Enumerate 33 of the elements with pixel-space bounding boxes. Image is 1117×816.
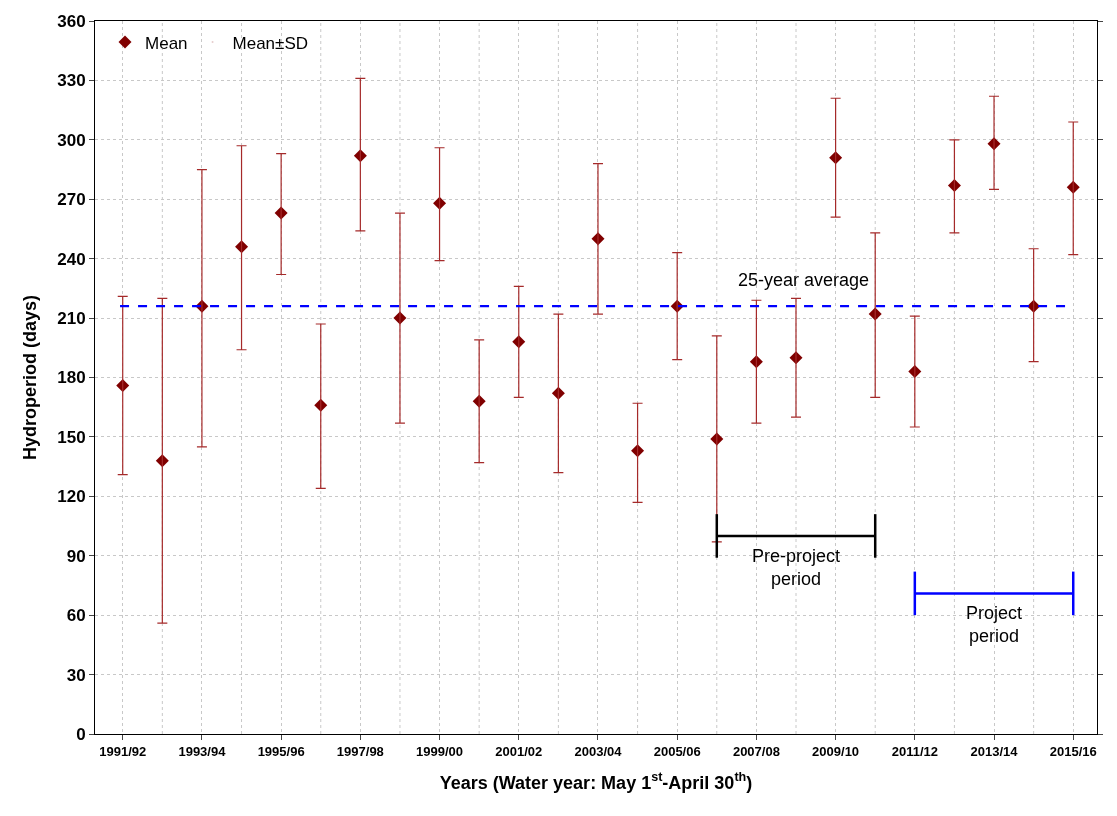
y-tick-label: 90 (66, 546, 86, 566)
x-tick-label: 2007/08 (732, 743, 780, 759)
legend-label: Pre-project period (752, 546, 841, 590)
y-tick-label: 120 (57, 487, 86, 507)
x-tick-label: 1997/98 (336, 743, 384, 759)
y-tick-label: 210 (57, 309, 86, 329)
series-label: Project period (966, 603, 1023, 647)
y-tick-label: 30 (66, 665, 86, 685)
y-tick-label: 0 (76, 724, 86, 744)
annotation: Mean±SD (232, 33, 309, 53)
x-tick-label: 1999/00 (416, 743, 464, 759)
y-tick-label: 240 (57, 249, 86, 269)
x-tick-label: 2015/16 (1049, 743, 1097, 759)
x-tick-label: 2003/04 (574, 743, 623, 759)
x-tick-label: 2005/06 (653, 743, 701, 759)
x-tick-label: 1993/94 (178, 743, 227, 759)
x-tick-label: 2001/02 (495, 743, 543, 759)
x-tick-label: 1995/96 (257, 743, 305, 759)
ref-line-label: 25-year average (738, 270, 870, 290)
legend-label: Mean (145, 33, 188, 53)
x-tick-label: 1991/92 (99, 743, 147, 759)
y-tick-label: 300 (57, 130, 86, 150)
x-tick-label: 2013/14 (970, 743, 1019, 759)
y-tick-label: 270 (57, 190, 86, 210)
x-tick-label: 2011/12 (891, 743, 938, 759)
y-tick-label: 360 (57, 11, 86, 31)
y-tick-label: 60 (66, 606, 86, 626)
x-axis-title: Years (Water year: May 1$^{st}$-April 30$^{th}$) (439, 770, 753, 793)
y-tick-label: 180 (57, 368, 86, 388)
y-tick-label: 150 (57, 427, 86, 447)
y-tick-label: 330 (57, 71, 86, 91)
y-axis-title: Hydroperiod (days) (20, 294, 41, 461)
x-tick-label: 2009/10 (812, 743, 860, 759)
